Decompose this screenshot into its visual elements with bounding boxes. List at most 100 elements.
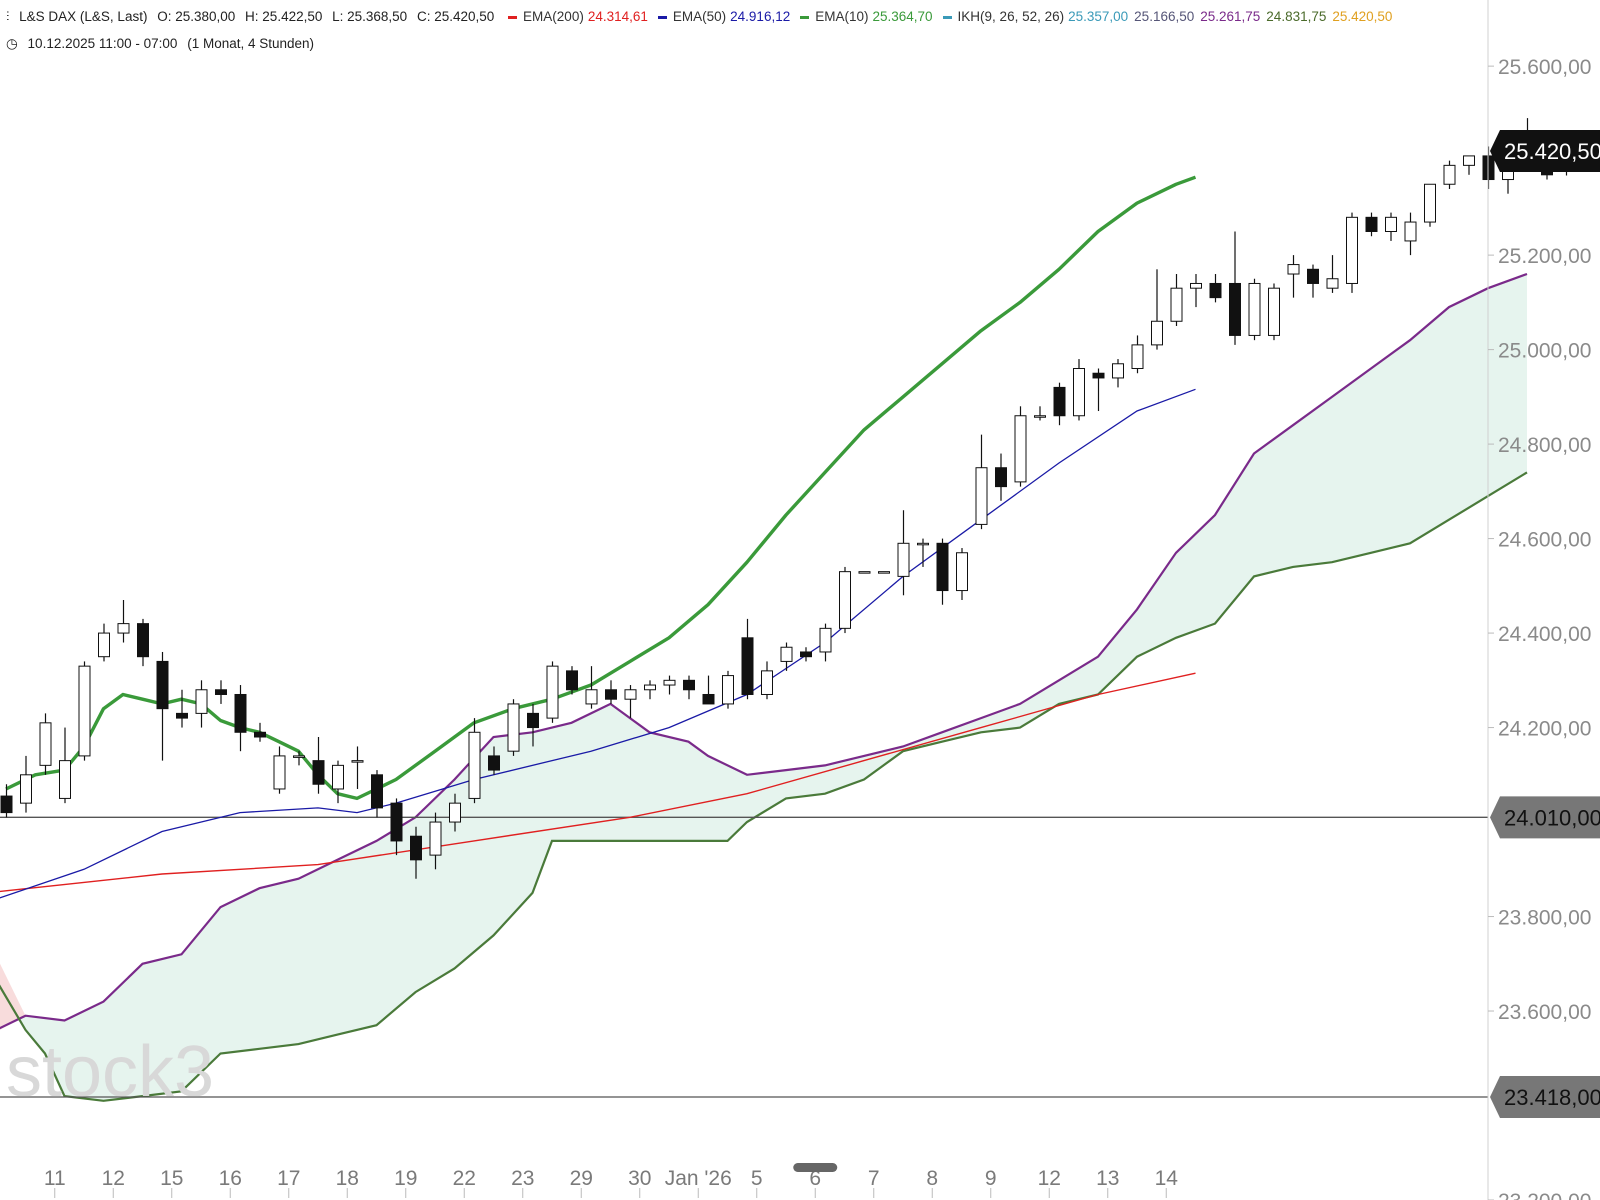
candle — [663, 675, 676, 695]
candle — [156, 651, 169, 761]
candle-body — [0, 795, 13, 814]
horizontal-levels — [0, 816, 1488, 1098]
candle-body — [371, 774, 383, 809]
range-label: (1 Monat, 4 Stunden) — [187, 36, 315, 51]
candle — [1131, 335, 1144, 374]
candle — [429, 812, 442, 870]
legend-row: ⫶ L&S DAX (L&S, Last) O: 25.380,00 H: 25… — [6, 9, 1404, 25]
candle-body — [488, 755, 500, 771]
y-tick-label: 24.800,00 — [1498, 434, 1591, 457]
candle — [761, 661, 773, 700]
indicator-label[interactable]: EMA(50) — [672, 9, 727, 24]
indicator-label[interactable]: EMA(200) — [523, 9, 584, 24]
current-price-tag-label: 25.420,50 — [1504, 139, 1600, 164]
watermark-logo: stock3 — [6, 1032, 214, 1112]
y-tick-label: 25.200,00 — [1498, 245, 1591, 268]
candle — [1287, 255, 1300, 298]
candle-body — [1073, 368, 1085, 417]
candle — [176, 689, 188, 728]
senkou-span-a-line — [0, 272, 1528, 1030]
candle-body — [683, 679, 695, 691]
candle-body — [1092, 372, 1105, 379]
candle-body — [995, 467, 1007, 488]
candle — [1053, 382, 1066, 426]
ikh-value: 25.420,50 — [1332, 9, 1393, 24]
candle-body — [605, 689, 617, 700]
indicator-swatch — [942, 15, 952, 19]
candle-body — [59, 760, 71, 799]
candle — [839, 566, 851, 634]
indicator-label[interactable]: EMA(10) — [815, 9, 869, 24]
candle — [1209, 274, 1222, 303]
candle — [722, 670, 734, 709]
timeline-scroll-handle[interactable] — [793, 1163, 838, 1172]
candle-body — [293, 755, 305, 758]
candle-body — [644, 684, 656, 691]
y-tick-label: 23.800,00 — [1498, 907, 1591, 930]
x-tick-label: Jan '26 — [665, 1167, 732, 1190]
level-tag-high-label: 24.010,00 — [1504, 805, 1600, 830]
candle — [917, 538, 929, 567]
candle — [1170, 274, 1183, 326]
timestamp-row: ◷ 10.12.2025 11:00 - 07:00 (1 Monat, 4 S… — [6, 36, 320, 52]
indicator-label[interactable]: IKH(9, 26, 52, 26) — [957, 9, 1065, 24]
candle — [39, 713, 52, 775]
price-tags: 25.420,50 24.010,00 23.418,00 — [1490, 129, 1600, 1119]
candle-body — [1209, 282, 1222, 299]
current-price-tag: 25.420,50 — [1490, 129, 1600, 172]
candle — [20, 755, 32, 813]
candle — [897, 510, 910, 596]
x-tick-label: 8 — [926, 1167, 938, 1190]
candle — [78, 661, 91, 761]
candle-body — [585, 689, 598, 705]
candle — [995, 453, 1007, 501]
candle — [117, 600, 130, 643]
candle-body — [1053, 386, 1066, 417]
y-tick-label: 24.400,00 — [1498, 623, 1591, 646]
candle-body — [156, 660, 169, 710]
candle-body — [312, 760, 325, 785]
candle-body — [1170, 287, 1183, 322]
candle — [371, 770, 383, 818]
x-tick-label: 9 — [985, 1167, 997, 1190]
candle-body — [1385, 216, 1397, 232]
candle-body — [1151, 320, 1163, 346]
candle — [1190, 274, 1202, 308]
candle-body — [176, 712, 188, 719]
candle-body — [936, 542, 949, 592]
candle — [1073, 359, 1085, 421]
candle-body — [800, 651, 812, 658]
candle-body — [975, 467, 988, 525]
candle — [351, 746, 364, 789]
candle — [195, 680, 208, 728]
candle-body — [1131, 344, 1144, 370]
candle-body — [1268, 287, 1280, 336]
current-price-tag-bg — [1490, 129, 1600, 172]
level-tag-low-label: 23.418,00 — [1504, 1085, 1600, 1110]
candle-body — [1014, 415, 1027, 483]
indicator-value: 25.364,70 — [872, 9, 933, 24]
candle — [858, 571, 871, 574]
candle-body — [1443, 164, 1456, 185]
chart-type-icon[interactable]: ⫶ — [6, 9, 10, 24]
timestamp: 10.12.2025 11:00 - 07:00 — [27, 36, 178, 51]
candle-body — [20, 774, 32, 804]
candle-body — [702, 693, 715, 705]
candle-body — [1346, 216, 1358, 284]
candle — [566, 666, 578, 695]
candle — [1112, 359, 1124, 388]
candle-body — [215, 689, 227, 695]
candle-body — [761, 670, 773, 695]
y-tick-label: 23.200,00 — [1498, 1190, 1591, 1200]
symbol-label[interactable]: L&S DAX (L&S, Last) — [19, 9, 148, 24]
candle — [1307, 264, 1319, 298]
candle — [1404, 212, 1417, 256]
candle — [1092, 368, 1105, 412]
y-axis: 25.600,00 25.200,00 25.000,00 24.800,00 24.6… — [1487, 0, 1591, 1200]
candle-body — [624, 689, 637, 700]
ohlc-high: H: 25.422,50 — [245, 9, 323, 24]
x-tick-label: 13 — [1096, 1167, 1119, 1190]
indicator-swatch — [657, 15, 667, 19]
y-tick-label: 24.600,00 — [1498, 529, 1591, 552]
